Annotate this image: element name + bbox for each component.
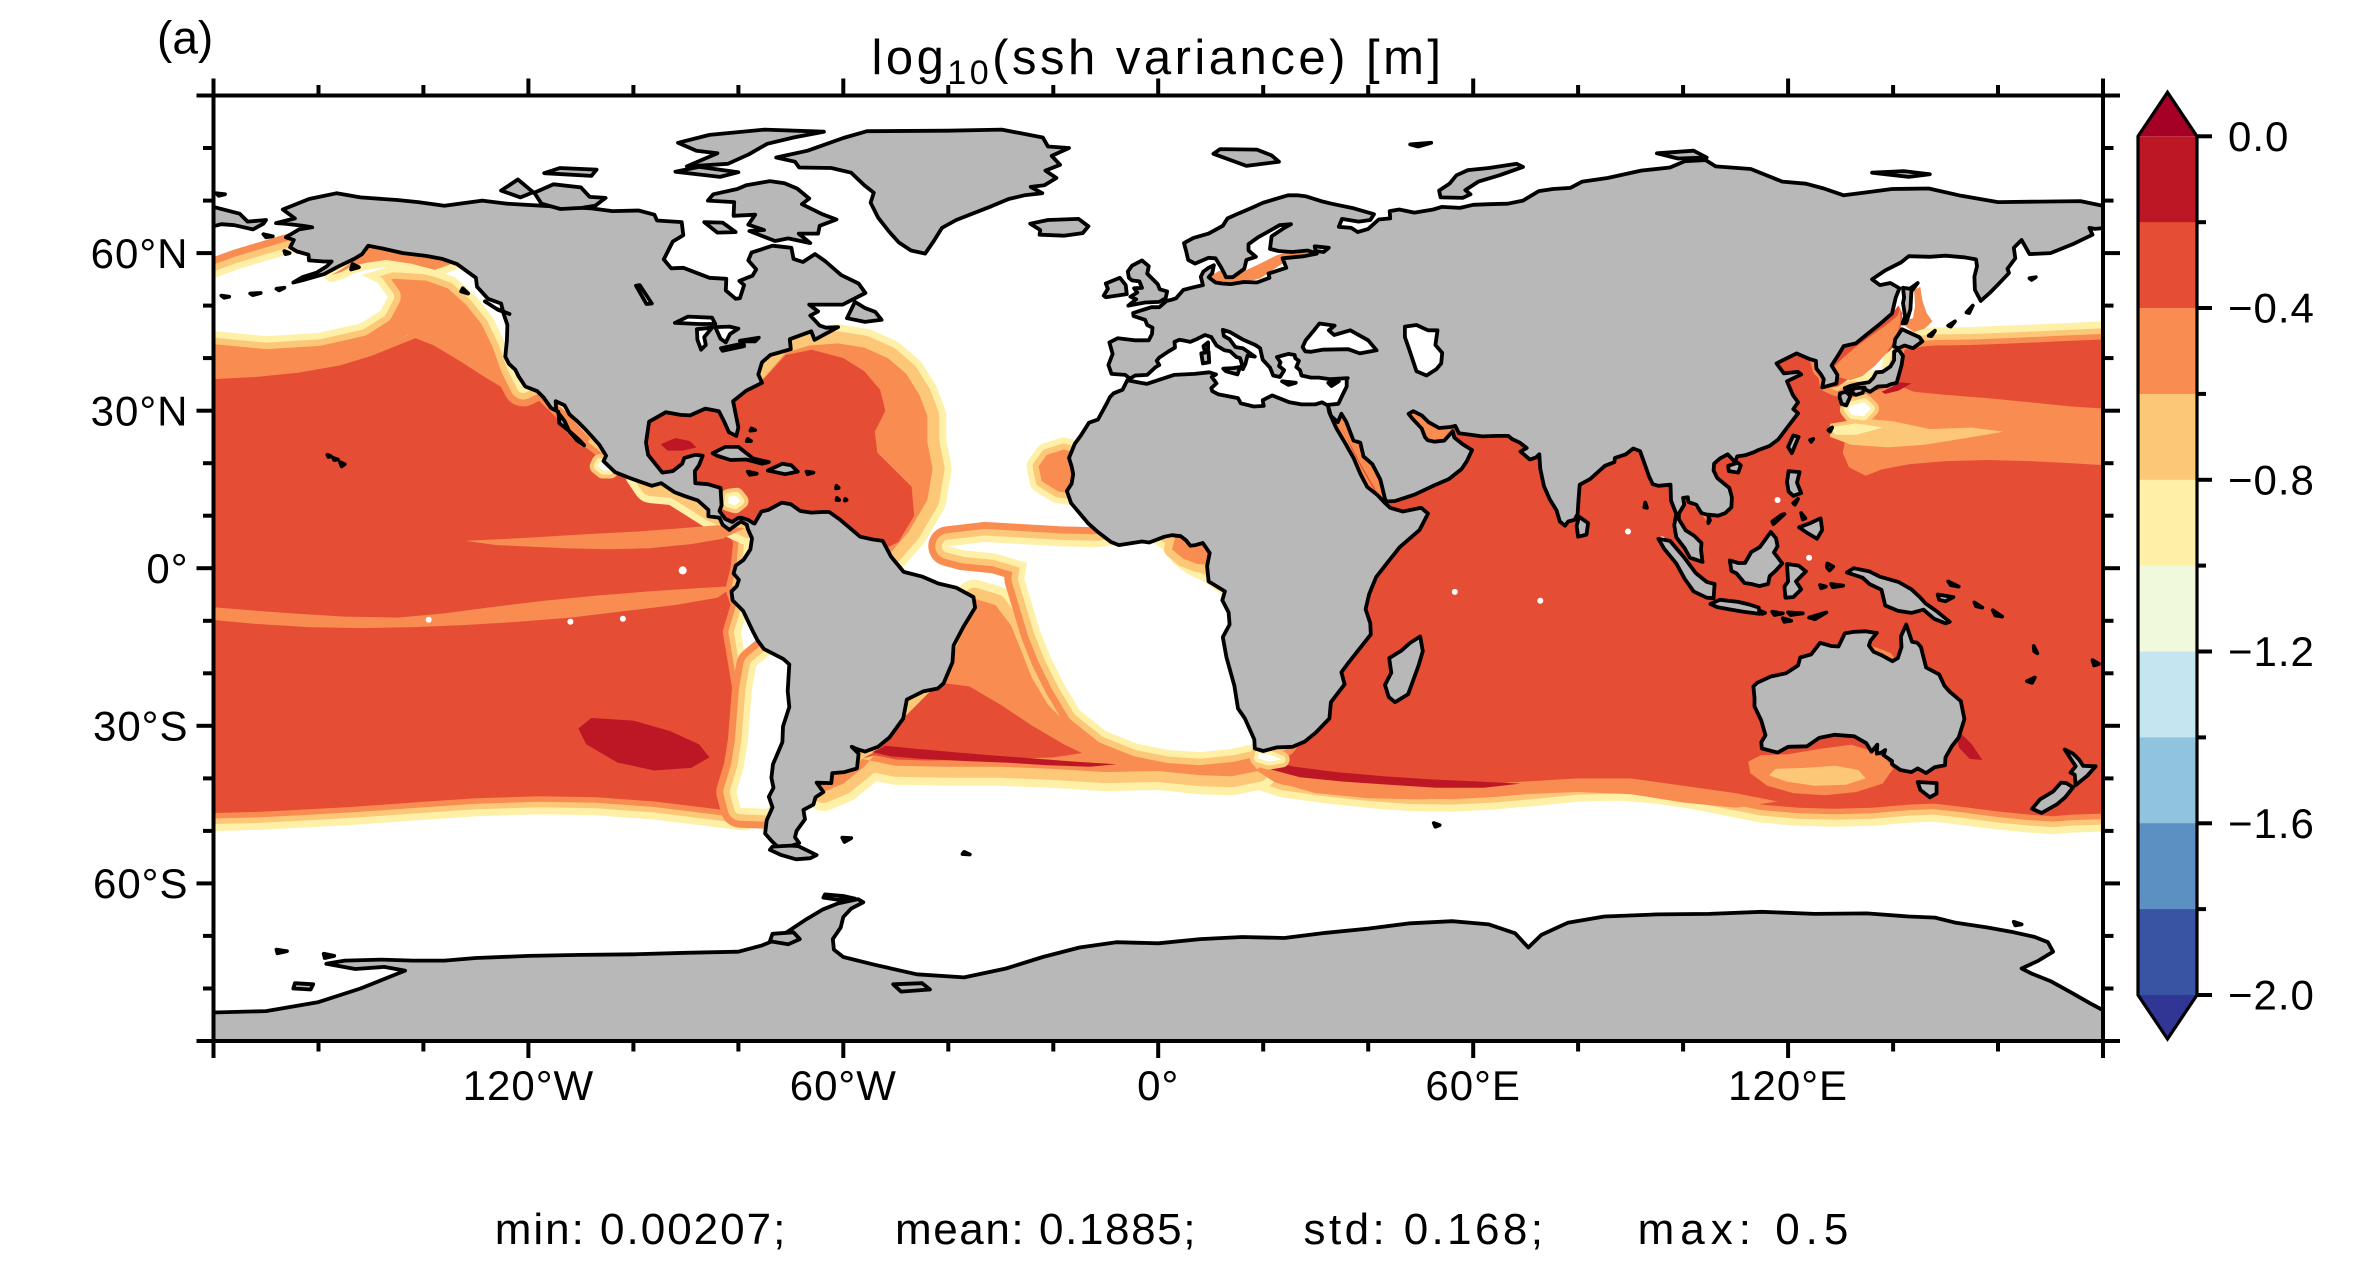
svg-text:−0.8: −0.8 — [2228, 457, 2315, 504]
svg-text:120°E: 120°E — [1728, 1062, 1848, 1109]
svg-text:min: 0.00207;: min: 0.00207; — [495, 1205, 788, 1254]
svg-text:0.0: 0.0 — [2228, 113, 2289, 160]
svg-text:−1.2: −1.2 — [2228, 628, 2315, 675]
svg-text:mean: 0.1885;: mean: 0.1885; — [895, 1205, 1197, 1254]
svg-text:std: 0.168;: std: 0.168; — [1304, 1205, 1547, 1254]
svg-text:(a): (a) — [157, 12, 213, 64]
svg-text:−2.0: −2.0 — [2228, 972, 2315, 1019]
svg-text:60°S: 60°S — [93, 860, 189, 907]
svg-text:30°N: 30°N — [91, 387, 189, 434]
svg-text:−0.4: −0.4 — [2228, 285, 2315, 332]
svg-text:max: 0.5: max: 0.5 — [1638, 1205, 1855, 1254]
svg-text:0°: 0° — [1137, 1062, 1179, 1109]
svg-text:60°W: 60°W — [790, 1062, 897, 1109]
svg-text:120°W: 120°W — [463, 1062, 595, 1109]
svg-text:−1.6: −1.6 — [2228, 800, 2315, 847]
svg-text:0°: 0° — [146, 545, 188, 592]
svg-text:60°E: 60°E — [1425, 1062, 1521, 1109]
svg-text:30°S: 30°S — [93, 703, 189, 750]
svg-text:60°N: 60°N — [91, 230, 189, 277]
